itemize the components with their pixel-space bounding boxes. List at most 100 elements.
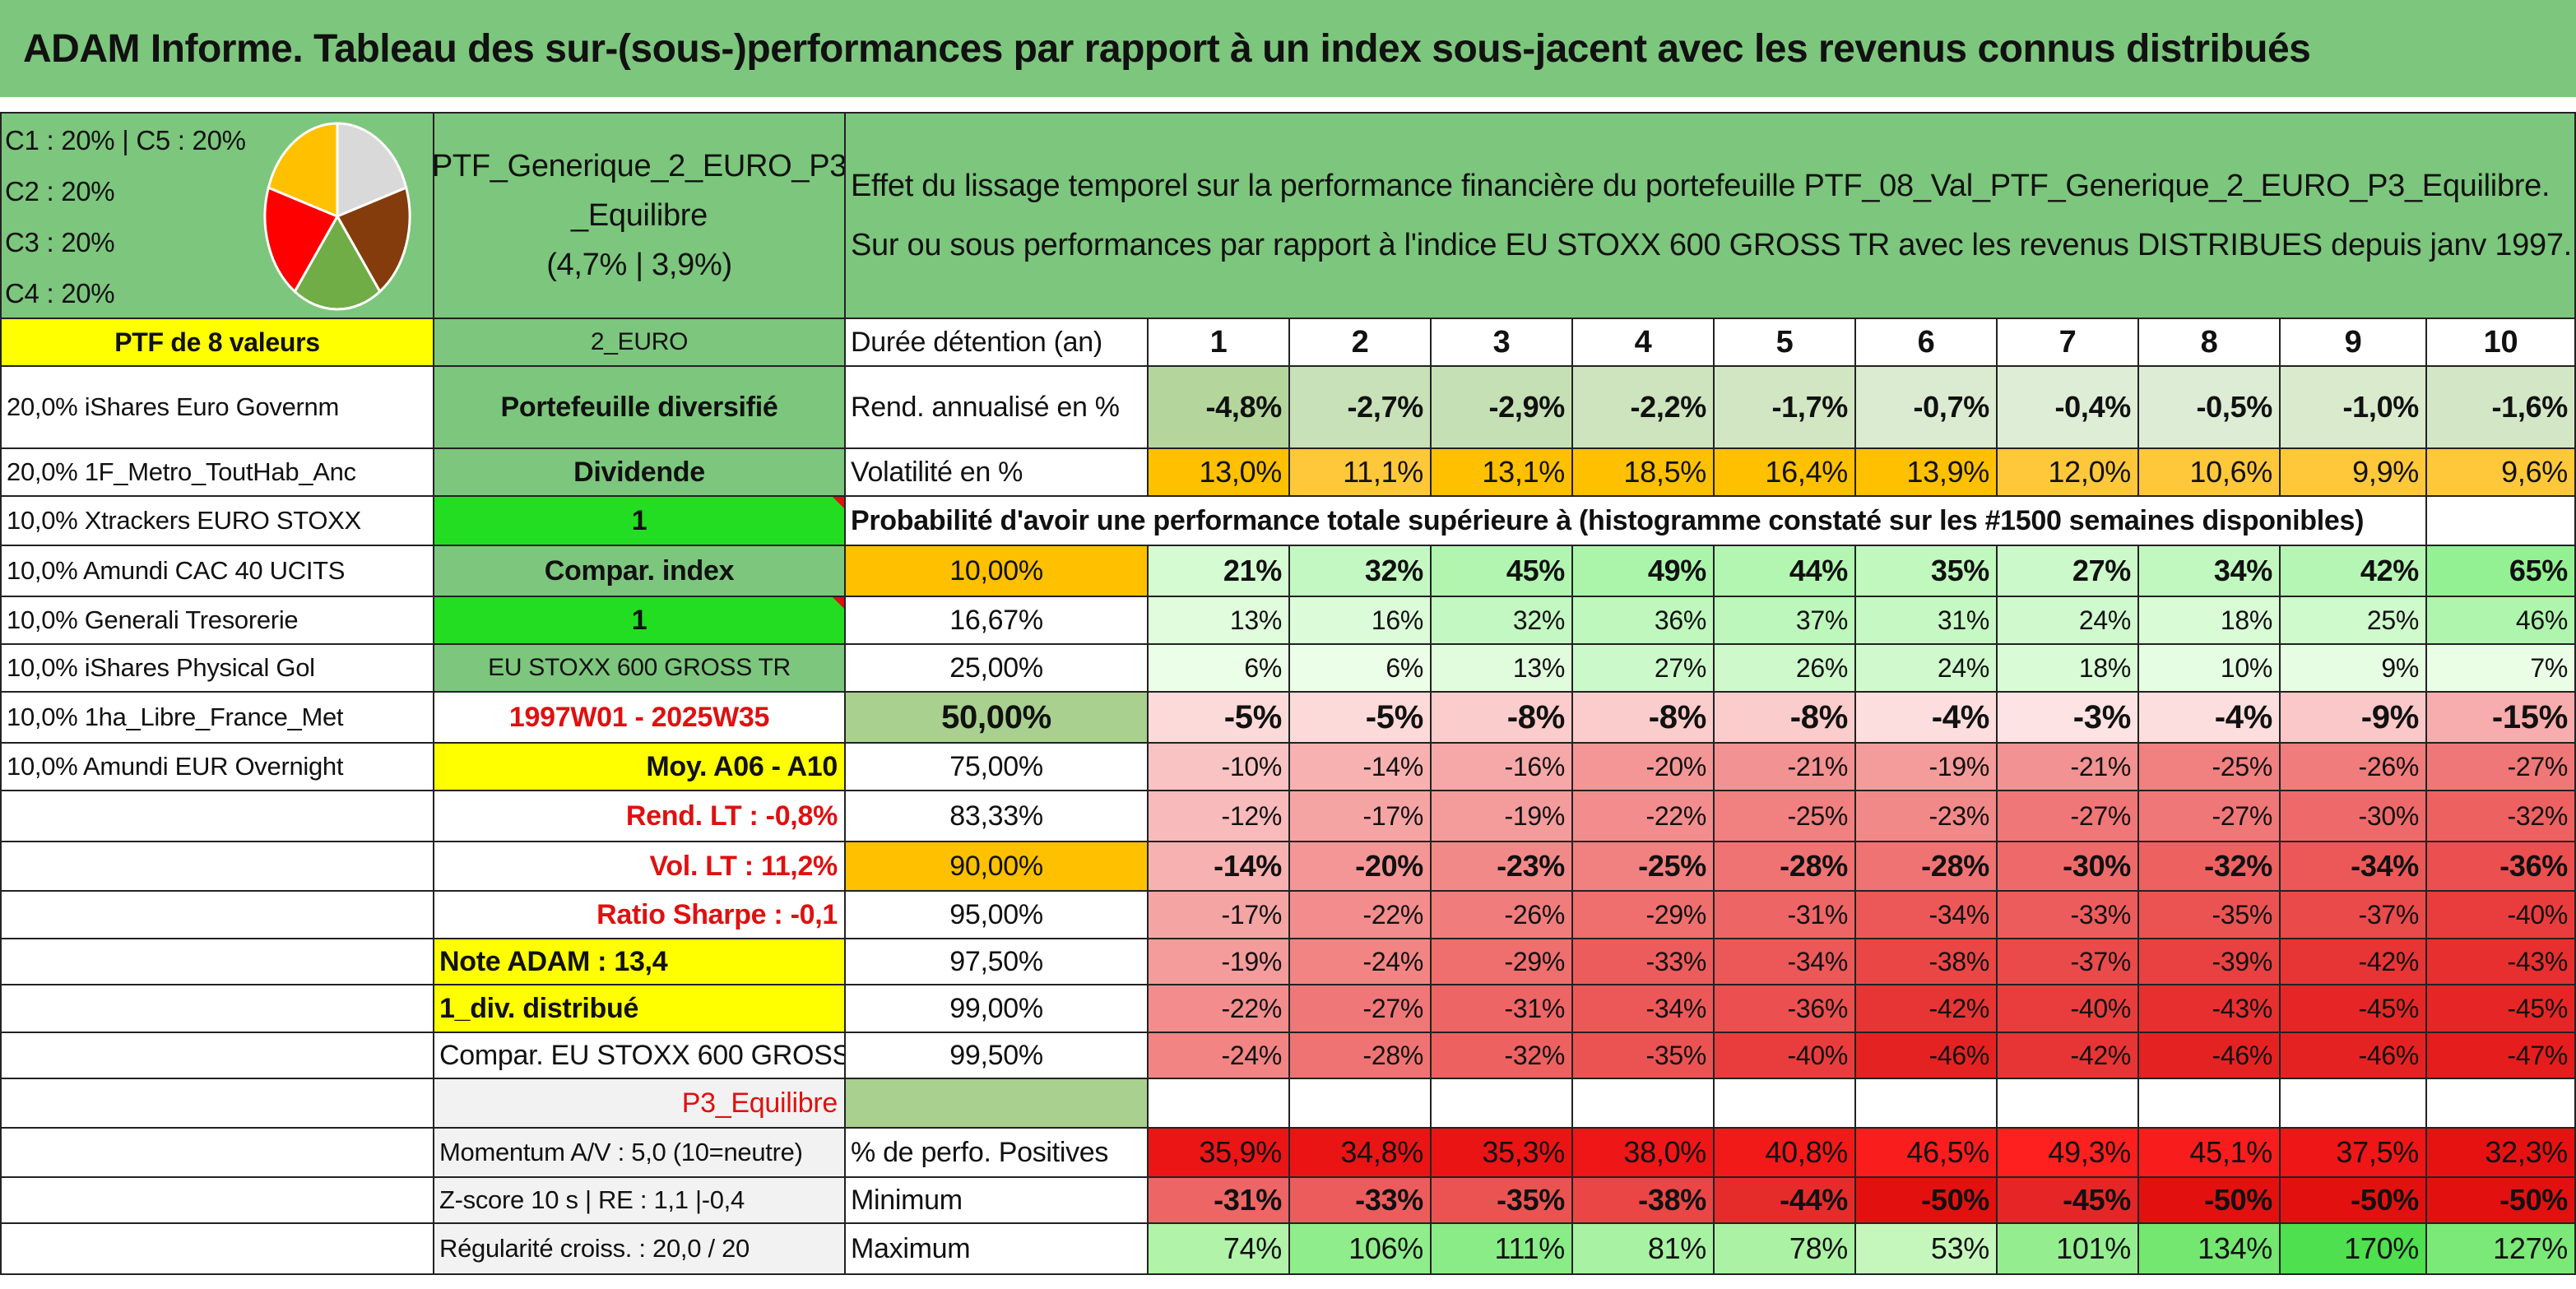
quantile-value: -25%	[1573, 842, 1715, 892]
holding-row: 10,0% 1ha_Libre_France_Met	[0, 693, 434, 744]
quantile-value: 6%	[1149, 645, 1290, 693]
quantile-value: -24%	[1149, 1033, 1290, 1079]
year-header: 7	[1998, 319, 2139, 367]
minimum-value: -50%	[2281, 1178, 2427, 1224]
year-header: 3	[1432, 319, 1573, 367]
currency-cell: 2_EURO	[434, 319, 846, 367]
empty-cell	[0, 1033, 434, 1079]
minimum-value: -50%	[2427, 1178, 2576, 1224]
quantile-value: -19%	[1856, 744, 1998, 791]
quantile-value: -34%	[1715, 939, 1856, 985]
minimum-value: -35%	[1432, 1178, 1573, 1224]
report-title: ADAM Informe. Tableau des sur-(sous-)per…	[0, 0, 2576, 97]
positive-share-label: % de perfo. Positives	[846, 1129, 1149, 1178]
quantile-value: -17%	[1149, 892, 1290, 939]
positive-share-value: 35,3%	[1432, 1129, 1573, 1178]
dividend-count-cell: 1_div. distribué	[434, 985, 846, 1033]
quantile-value: -32%	[1432, 1033, 1573, 1079]
volatility-value: 9,9%	[2281, 449, 2427, 497]
quantile-value: 9%	[2281, 645, 2427, 693]
minimum-value: -33%	[1290, 1178, 1432, 1224]
quantile-value: -26%	[1432, 892, 1573, 939]
quantile-value: 49%	[1573, 546, 1715, 597]
volatility-value: 12,0%	[1998, 449, 2139, 497]
quantile-value: -43%	[2427, 939, 2576, 985]
holding-row: 10,0% Amundi EUR Overnight	[0, 744, 434, 791]
quantile-value: -37%	[2281, 892, 2427, 939]
quantile-value: -35%	[1573, 1033, 1715, 1079]
volatility-value: 9,6%	[2427, 449, 2576, 497]
quantile-label: 50,00%	[846, 693, 1149, 744]
year-header: 9	[2281, 319, 2427, 367]
portfolio-name-line2: _Equilibre	[571, 198, 708, 233]
positive-share-value: 49,3%	[1998, 1129, 2139, 1178]
quantile-label: 99,00%	[846, 985, 1149, 1033]
quantile-value: 32%	[1290, 546, 1432, 597]
quantile-value: -17%	[1290, 791, 1432, 842]
quantile-value: -12%	[1149, 791, 1290, 842]
quantile-value: -28%	[1856, 842, 1998, 892]
type-cell: Portefeuille diversifié	[434, 367, 846, 449]
year-header: 1	[1149, 319, 1290, 367]
profile-cell: P3_Equilibre	[434, 1079, 846, 1129]
quantile-value: 46%	[2427, 597, 2576, 645]
quantile-value: 42%	[2281, 546, 2427, 597]
quantile-value: -32%	[2427, 791, 2576, 842]
maximum-value: 101%	[1998, 1224, 2139, 1275]
quantile-value: -47%	[2427, 1033, 2576, 1079]
minimum-value: -50%	[2139, 1178, 2281, 1224]
index-name-cell: EU STOXX 600 GROSS TR	[434, 645, 846, 693]
quantile-value: -16%	[1432, 744, 1573, 791]
quantile-value: 24%	[1856, 645, 1998, 693]
quantile-value: -30%	[1998, 842, 2139, 892]
quantile-value: -24%	[1290, 939, 1432, 985]
quantile-value: -23%	[1856, 791, 1998, 842]
volatility-value: 13,9%	[1856, 449, 1998, 497]
legend-line-1: C1 : 20% | C5 : 20%	[5, 125, 246, 155]
quantile-value: -14%	[1149, 842, 1290, 892]
quantile-value: 36%	[1573, 597, 1715, 645]
quantile-value: 26%	[1715, 645, 1856, 693]
positive-share-value: 46,5%	[1856, 1129, 1998, 1178]
maximum-value: 170%	[2281, 1224, 2427, 1275]
sharpe-ratio-cell: Ratio Sharpe : -0,1	[434, 892, 846, 939]
quantile-value: -33%	[1573, 939, 1715, 985]
year-header: 4	[1573, 319, 1715, 367]
quantile-value: -43%	[2139, 985, 2281, 1033]
volatility-value: 13,0%	[1149, 449, 1290, 497]
positive-share-value: 38,0%	[1573, 1129, 1715, 1178]
empty-cell	[1998, 1079, 2139, 1129]
value-cell: 1	[434, 497, 846, 546]
dividend-cell: Dividende	[434, 449, 846, 497]
empty-cell	[0, 939, 434, 985]
holding-row: 10,0% Amundi CAC 40 UCITS	[0, 546, 434, 597]
quantile-label: 95,00%	[846, 892, 1149, 939]
description-line2: Sur ou sous performances par rapport à l…	[851, 228, 2572, 262]
quantile-value: 18%	[1998, 645, 2139, 693]
quantile-label: 97,50%	[846, 939, 1149, 985]
empty-cell	[1715, 1079, 1856, 1129]
quantile-value: -21%	[1998, 744, 2139, 791]
quantile-value: -46%	[2281, 1033, 2427, 1079]
quantile-value: -29%	[1432, 939, 1573, 985]
return-value: -0,4%	[1998, 367, 2139, 449]
description-line1: Effet du lissage temporel sur la perform…	[851, 169, 2550, 203]
quantile-value: -5%	[1149, 693, 1290, 744]
quantile-value: -8%	[1432, 693, 1573, 744]
quantile-value: 24%	[1998, 597, 2139, 645]
quantile-value: -3%	[1998, 693, 2139, 744]
quantile-value: -30%	[2281, 791, 2427, 842]
quantile-value: -40%	[1715, 1033, 1856, 1079]
quantile-value: -39%	[2139, 939, 2281, 985]
quantile-value: 27%	[1573, 645, 1715, 693]
quantile-value: -40%	[1998, 985, 2139, 1033]
return-value: -2,7%	[1290, 367, 1432, 449]
maximum-value: 78%	[1715, 1224, 1856, 1275]
positive-share-value: 34,8%	[1290, 1129, 1432, 1178]
quantile-value: -28%	[1290, 1033, 1432, 1079]
empty-cell	[0, 892, 434, 939]
empty-cell	[0, 1224, 434, 1275]
quantile-value: 7%	[2427, 645, 2576, 693]
quantile-value: 6%	[1290, 645, 1432, 693]
